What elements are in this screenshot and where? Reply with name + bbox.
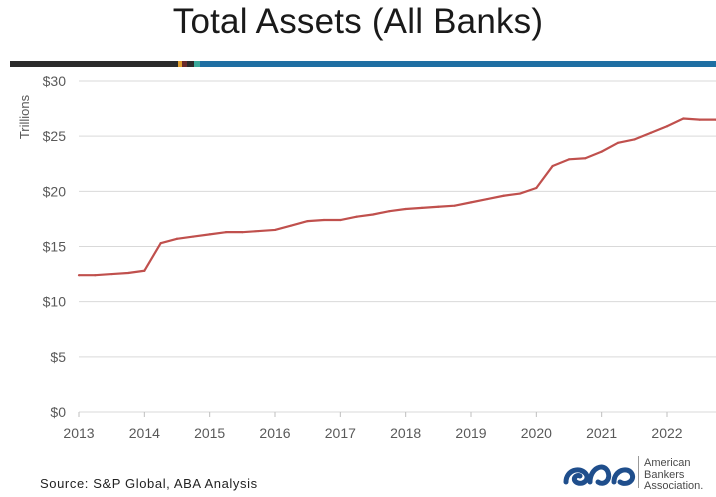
header-bar-maroon-segment xyxy=(182,61,187,67)
y-axis-title: Trillions xyxy=(17,94,32,139)
data-point xyxy=(273,228,277,232)
data-point xyxy=(682,117,685,120)
data-point xyxy=(339,218,342,222)
y-tick-label: $15 xyxy=(43,239,67,255)
data-point xyxy=(469,201,473,204)
data-point xyxy=(388,210,391,213)
logo-divider xyxy=(638,456,639,488)
data-point xyxy=(175,237,179,240)
y-tick-label: $25 xyxy=(43,128,67,144)
data-point xyxy=(551,164,554,168)
data-point xyxy=(420,206,424,209)
series-line-total-assets xyxy=(79,117,716,277)
data-point xyxy=(453,204,456,207)
data-point xyxy=(502,194,505,197)
source-note: Source: S&P Global, ABA Analysis xyxy=(40,476,258,491)
x-tick-label: 2013 xyxy=(63,425,94,441)
data-point xyxy=(633,138,636,141)
logo-line-2: Bankers xyxy=(644,468,685,481)
data-point xyxy=(110,272,113,276)
data-point xyxy=(567,158,571,161)
data-point xyxy=(535,186,538,190)
data-point xyxy=(306,220,309,223)
x-tick-label: 2020 xyxy=(521,425,552,441)
x-tick-label: 2017 xyxy=(325,425,356,441)
data-point xyxy=(518,192,522,195)
logo-wordmark: American Bankers Association. xyxy=(644,457,704,493)
grid-lines xyxy=(79,80,716,413)
y-tick-label: $10 xyxy=(43,294,67,310)
data-point xyxy=(290,224,293,227)
header-bar-blue-segment xyxy=(200,61,716,67)
data-point xyxy=(77,274,81,277)
data-point xyxy=(159,242,162,245)
data-point xyxy=(257,229,260,233)
x-tick-label: 2022 xyxy=(651,425,682,441)
page-title: Total Assets (All Banks) xyxy=(172,2,544,41)
y-tick-label: $0 xyxy=(50,404,66,420)
x-tick-label: 2019 xyxy=(455,425,486,441)
aba-logo-mark xyxy=(563,464,636,486)
header-bar-gold-segment xyxy=(178,61,182,67)
data-point xyxy=(665,125,669,128)
logo-line-3: Association. xyxy=(644,480,704,492)
data-point xyxy=(224,231,228,234)
x-tick-label: 2018 xyxy=(390,425,421,441)
x-tick-label: 2021 xyxy=(586,425,617,441)
data-point xyxy=(486,197,489,201)
data-point xyxy=(600,150,603,153)
header-bar-dark-segment xyxy=(10,61,178,67)
data-point xyxy=(241,231,244,234)
data-point xyxy=(616,141,620,144)
y-tick-label: $20 xyxy=(43,183,67,199)
data-point xyxy=(94,274,97,277)
y-axis-tick-labels: $0 $5 $10 $15 $20 $25 $30 xyxy=(43,73,67,420)
data-point xyxy=(649,131,652,134)
data-point xyxy=(371,213,375,216)
data-point xyxy=(126,271,130,275)
data-point xyxy=(322,218,326,222)
data-point xyxy=(698,118,701,121)
data-point xyxy=(584,157,587,160)
x-tick-label: 2014 xyxy=(129,425,160,441)
data-point xyxy=(437,205,440,208)
y-tick-label: $30 xyxy=(43,73,67,89)
x-tick-label: 2015 xyxy=(194,425,225,441)
header-bar-dark-segment-2 xyxy=(187,61,194,67)
aba-logo: American Bankers Association. xyxy=(560,452,710,492)
header-bar-teal-segment xyxy=(194,61,200,67)
data-point xyxy=(192,235,195,238)
y-tick-label: $5 xyxy=(50,349,66,365)
x-tick-label: 2016 xyxy=(259,425,290,441)
series-points xyxy=(77,117,716,277)
header-accent-bar xyxy=(10,61,716,67)
logo-line-1: American xyxy=(644,457,691,469)
data-point xyxy=(208,233,211,236)
data-point xyxy=(143,269,146,272)
data-point xyxy=(404,207,407,211)
x-axis-tick-labels: 2013 2014 2015 2016 2017 2018 2019 2020 2021 2022 xyxy=(63,412,683,441)
data-point xyxy=(355,215,358,218)
